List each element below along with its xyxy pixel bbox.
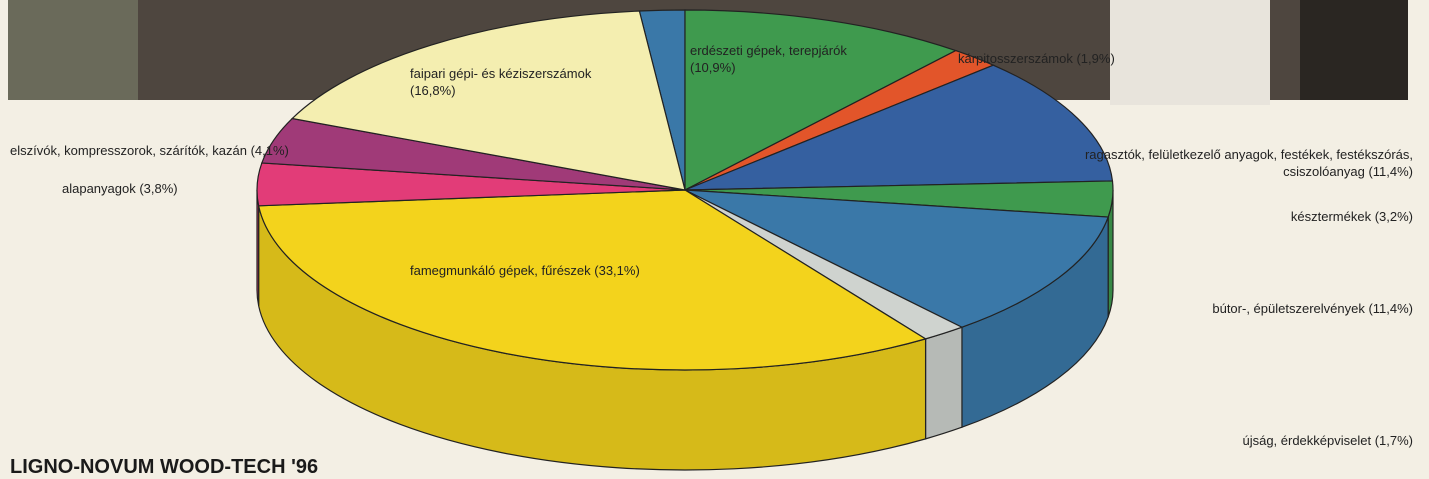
slice-label: famegmunkáló gépek, fűrészek (33,1%) (410, 263, 640, 278)
slice-label: újság, érdekképviselet (1,7%) (1242, 433, 1413, 448)
slice-label: ragasztók, felületkezelő anyagok, festék… (1084, 147, 1413, 179)
slice-label: alapanyagok (3,8%) (62, 181, 178, 196)
slice-label: erdészeti gépek, terepjárók (10,9%) (690, 43, 847, 75)
slice-label: bútor-, épületszerelvények (11,4%) (1212, 301, 1413, 316)
pie-slice (290, 10, 686, 191)
photo-detail (8, 0, 138, 100)
pie-slice (684, 189, 1109, 328)
pie-side (924, 326, 963, 440)
pie-slice (684, 64, 1114, 191)
pie-slice (257, 189, 928, 371)
slice-label: kárpitosszerszámok (1,9%) (958, 51, 1115, 66)
slice-label: faipari gépi- és kéziszerszámok (16,8%) (410, 66, 592, 98)
photo-detail (1300, 0, 1408, 100)
pie-slice (684, 9, 958, 191)
slice-label: késztermékek (3,2%) (1290, 209, 1413, 224)
photo-detail (1110, 0, 1270, 105)
slice-label: elszívók, kompresszorok, szárítók, kazán… (10, 143, 289, 158)
chart-title: LIGNO-NOVUM WOOD-TECH '96 (10, 456, 319, 478)
